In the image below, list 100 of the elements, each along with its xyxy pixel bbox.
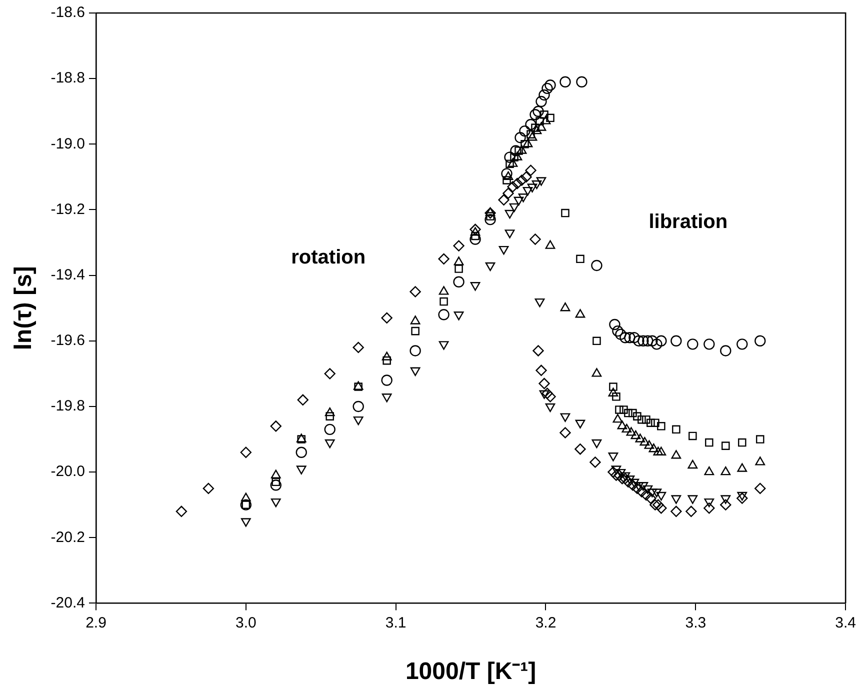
y-tick-label: -18.8 <box>50 70 85 87</box>
point <box>671 450 682 459</box>
point <box>272 478 280 486</box>
point <box>453 240 464 252</box>
point <box>720 499 732 510</box>
point <box>410 345 421 356</box>
point <box>454 264 463 273</box>
point <box>546 114 554 122</box>
y-tick-label: -20.2 <box>50 528 85 546</box>
point <box>560 427 571 438</box>
point <box>297 394 308 406</box>
point <box>240 518 251 527</box>
point <box>652 499 664 510</box>
point <box>612 392 620 401</box>
point <box>538 89 550 101</box>
point <box>736 338 748 350</box>
point <box>638 415 646 424</box>
annotation: rotation <box>291 246 366 268</box>
point <box>270 470 281 478</box>
point <box>512 178 523 190</box>
point <box>470 224 481 236</box>
point <box>615 406 624 414</box>
point <box>756 435 764 444</box>
point <box>410 286 421 298</box>
point <box>540 116 551 124</box>
point <box>575 420 586 428</box>
point <box>629 478 640 488</box>
point <box>509 203 520 212</box>
point <box>561 208 570 218</box>
point <box>651 338 662 350</box>
x-tick-label: 3.1 <box>385 614 406 632</box>
point <box>520 171 532 183</box>
point <box>542 388 553 399</box>
point <box>504 230 515 238</box>
point <box>670 506 682 517</box>
point <box>506 160 514 168</box>
point <box>624 408 632 418</box>
point <box>705 438 714 447</box>
point <box>522 138 533 148</box>
point <box>470 282 480 291</box>
point <box>656 492 666 501</box>
point <box>270 420 282 432</box>
point <box>438 253 450 265</box>
point <box>503 171 514 180</box>
point <box>454 312 464 320</box>
point <box>609 382 618 391</box>
point <box>507 181 518 192</box>
point <box>656 446 666 456</box>
point <box>645 492 656 504</box>
point <box>608 452 618 462</box>
x-tick-label: 3.2 <box>535 614 556 632</box>
point <box>296 466 306 474</box>
point <box>410 316 420 324</box>
point <box>720 466 731 476</box>
point <box>538 378 550 390</box>
point <box>484 214 496 226</box>
point <box>640 489 652 501</box>
point <box>270 480 282 491</box>
x-tick-label: 3.0 <box>235 614 256 632</box>
point <box>640 436 650 446</box>
point <box>635 434 646 442</box>
point <box>544 80 556 91</box>
point <box>592 368 602 377</box>
point <box>545 240 556 249</box>
point <box>590 456 601 468</box>
point <box>545 403 556 412</box>
point <box>536 122 546 131</box>
point <box>324 368 336 380</box>
point <box>688 495 698 504</box>
x-tick-label: 3.3 <box>685 614 706 632</box>
point <box>608 388 618 396</box>
point <box>527 184 538 192</box>
point <box>514 196 524 206</box>
point <box>440 297 448 306</box>
point <box>510 153 518 162</box>
point <box>646 335 658 346</box>
point <box>620 332 631 344</box>
point <box>671 495 682 504</box>
point <box>638 335 649 346</box>
point <box>624 332 636 344</box>
point <box>516 145 527 154</box>
point <box>754 482 766 494</box>
y-tick-label: -19.2 <box>50 200 85 218</box>
point <box>324 424 336 436</box>
point <box>626 427 636 436</box>
point <box>720 495 731 504</box>
point <box>650 499 661 510</box>
x-tick-label: 2.9 <box>86 614 106 632</box>
point <box>611 466 622 474</box>
y-tick-label: -20.0 <box>50 463 85 480</box>
point <box>470 227 480 236</box>
point <box>704 498 714 508</box>
point <box>454 256 464 266</box>
point <box>240 492 251 502</box>
point <box>591 260 602 272</box>
point <box>525 164 536 176</box>
point <box>642 335 654 346</box>
point <box>544 391 556 402</box>
point <box>502 176 511 184</box>
point <box>628 332 640 344</box>
